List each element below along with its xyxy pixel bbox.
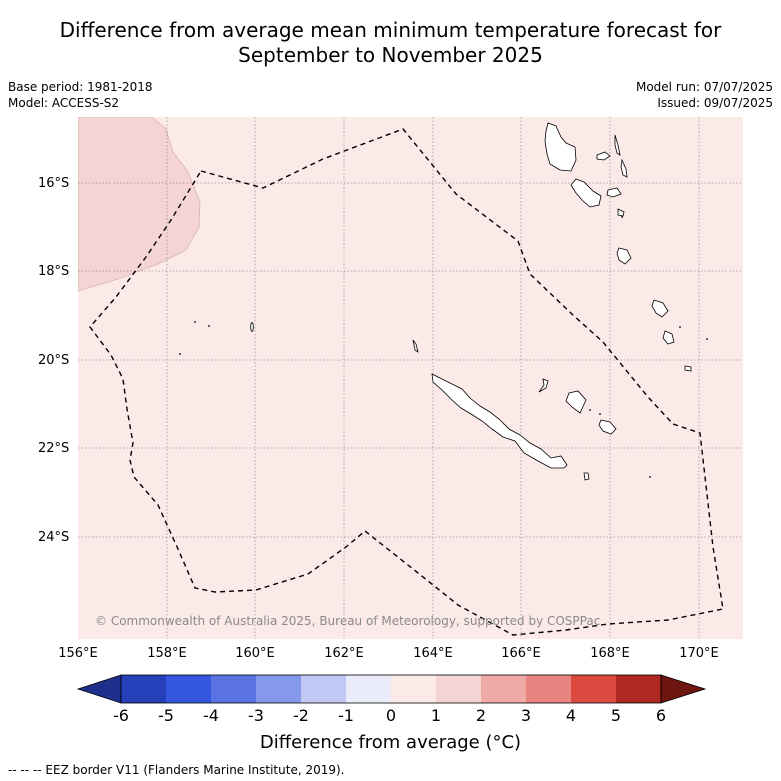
anomaly-patch — [78, 117, 201, 292]
vanuatu-maewo — [614, 134, 621, 156]
colorbar-segment-m2-m1 — [301, 675, 346, 703]
colorbar-segment-1-2 — [436, 675, 481, 703]
isle-of-pines — [583, 472, 590, 481]
colorbar-segment-m3-m2 — [256, 675, 301, 703]
vanuatu-tanna — [662, 330, 675, 345]
islet-7 — [589, 409, 591, 411]
islet-2 — [208, 325, 210, 327]
colorbar-tick-2: 2 — [475, 706, 487, 725]
vanuatu-aneityum — [684, 365, 692, 372]
colorbar-tick-m6: -6 — [113, 706, 129, 725]
title-line-1: Difference from average mean minimum tem… — [59, 18, 722, 42]
lon-label-170e: 170°E — [679, 646, 719, 661]
islet-3 — [179, 353, 181, 355]
eez-border — [89, 128, 724, 636]
vanuatu-efate — [616, 247, 632, 265]
colorbar-tick-4: 4 — [565, 706, 577, 725]
lat-label-18s: 18°S — [38, 264, 70, 279]
map-title: Difference from average mean minimum tem… — [0, 18, 781, 68]
colorbar-segment-m6-m5 — [121, 675, 166, 703]
colorbar-segment-0-1 — [391, 675, 436, 703]
lon-label-156e: 156°E — [58, 646, 98, 661]
colorbar-extend-high — [660, 674, 707, 704]
vanuatu-espiritu-santo — [544, 122, 577, 172]
eez-footnote: -- -- -- EEZ border V11 (Flanders Marine… — [8, 763, 345, 777]
colorbar-tick-0: 0 — [385, 706, 397, 725]
copyright-text: © Commonwealth of Australia 2025, Bureau… — [95, 614, 601, 628]
colorbar-tick-m4: -4 — [203, 706, 219, 725]
islet-5 — [621, 216, 623, 218]
belep-island — [412, 339, 419, 353]
islet-1 — [194, 321, 196, 323]
vanuatu-pentecost — [620, 158, 628, 178]
vanuatu-erromango — [651, 299, 669, 318]
loyalty-island-mare — [598, 419, 617, 435]
colorbar-segment-m5-m4 — [166, 675, 211, 703]
islet-9 — [706, 338, 708, 340]
colorbar-frame — [120, 674, 662, 704]
lon-label-160e: 160°E — [235, 646, 275, 661]
new-caledonia-island — [431, 373, 568, 469]
model-text: Model: ACCESS-S2 — [8, 96, 120, 110]
colorbar-tick-1: 1 — [430, 706, 442, 725]
lon-label-164e: 164°E — [413, 646, 453, 661]
colorbar-segment-3-4 — [526, 675, 571, 703]
colorbar-tick-5: 5 — [610, 706, 622, 725]
lon-label-162e: 162°E — [324, 646, 364, 661]
islet-6 — [599, 413, 601, 415]
lat-label-16s: 16°S — [38, 176, 70, 191]
vanuatu-malakula — [570, 178, 602, 208]
title-line-2: September to November 2025 — [238, 43, 543, 67]
islet-4 — [250, 322, 254, 332]
lon-label-158e: 158°E — [147, 646, 187, 661]
colorbar-tick-m1: -1 — [338, 706, 354, 725]
colorbar-tick-m5: -5 — [158, 706, 174, 725]
colorbar-tick-6: 6 — [655, 706, 667, 725]
model-run-text: Model run: 07/07/2025 — [635, 80, 773, 94]
meta-left: Base period: 1981-2018 Model: ACCESS-S2 — [8, 79, 153, 111]
colorbar-tick-3: 3 — [520, 706, 532, 725]
colorbar-segment-m1-0 — [346, 675, 391, 703]
loyalty-island-lifou — [565, 390, 587, 414]
issued-text: Issued: 09/07/2025 — [657, 96, 773, 110]
islet-10 — [649, 476, 651, 478]
vanuatu-epi — [617, 208, 625, 217]
vanuatu-ambrym — [606, 187, 622, 198]
colorbar-segment-5-6 — [616, 675, 661, 703]
loyalty-island-ouvea — [538, 378, 549, 393]
small-islets — [179, 216, 708, 478]
colorbar-segment-4-5 — [571, 675, 616, 703]
map-panel — [78, 117, 743, 639]
lon-label-168e: 168°E — [590, 646, 630, 661]
colorbar — [76, 674, 707, 704]
lon-label-166e: 166°E — [501, 646, 541, 661]
islet-8 — [679, 326, 681, 328]
lat-label-22s: 22°S — [38, 441, 70, 456]
meta-right: Model run: 07/07/2025 Issued: 09/07/2025 — [636, 79, 773, 111]
colorbar-tick-m3: -3 — [248, 706, 264, 725]
coastlines — [412, 122, 692, 481]
colorbar-extend-low — [76, 674, 122, 704]
grid-lines — [78, 117, 743, 639]
lat-label-24s: 24°S — [38, 530, 70, 545]
vanuatu-ambae — [596, 151, 611, 161]
colorbar-label: Difference from average (°C) — [259, 732, 522, 753]
colorbar-tick-m2: -2 — [293, 706, 309, 725]
colorbar-segment-m4-m3 — [211, 675, 256, 703]
base-period-text: Base period: 1981-2018 — [8, 80, 153, 94]
lat-label-20s: 20°S — [38, 353, 70, 368]
colorbar-segment-2-3 — [481, 675, 526, 703]
